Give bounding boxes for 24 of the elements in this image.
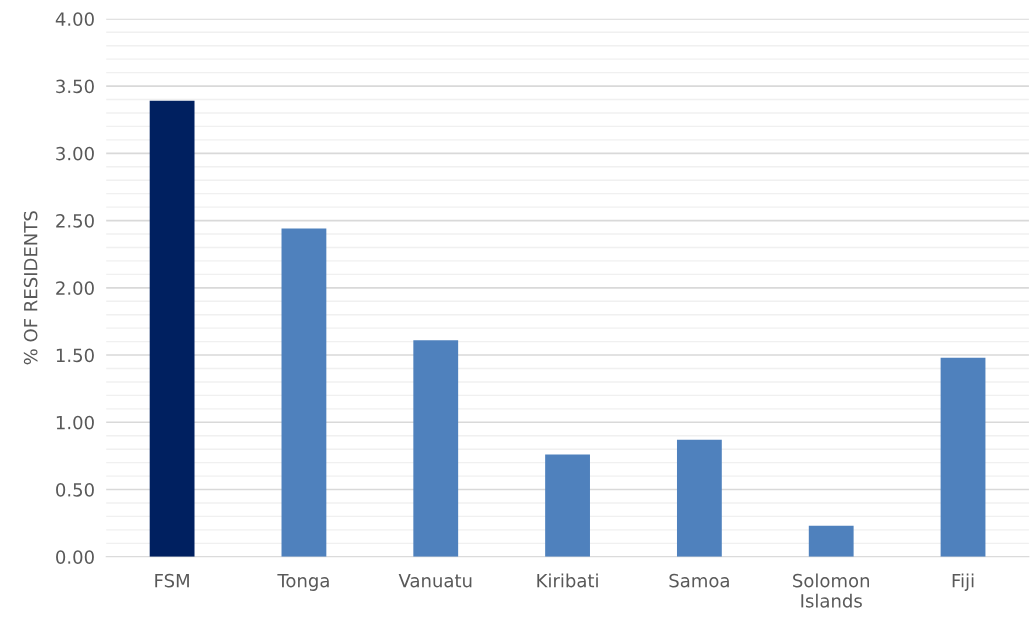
y-tick-label: 2.00 — [56, 281, 94, 295]
bar — [808, 525, 854, 557]
bar — [413, 340, 459, 557]
x-tick-label: FSM — [155, 573, 189, 588]
x-tick-label: Tonga — [277, 574, 329, 591]
x-tick-label: Kiribati — [537, 573, 598, 588]
x-tick-label: Fiji — [952, 573, 974, 591]
x-tick-label: Samoa — [669, 573, 729, 588]
bar — [545, 454, 590, 557]
y-tick-label: 1.00 — [56, 415, 94, 430]
y-tick-label: 2.50 — [56, 214, 94, 228]
y-tick-label: 3.00 — [56, 146, 94, 161]
x-tick-label: Vanuatu — [398, 574, 472, 588]
bar — [281, 228, 327, 557]
bar — [940, 357, 986, 557]
text: 0.00 — [56, 550, 94, 564]
y-tick-label: 3.50 — [56, 79, 94, 94]
y-axis-title: % OF RESIDENTS — [23, 211, 38, 365]
bar — [149, 100, 195, 557]
y-tick-label: 4.00 — [55, 12, 94, 26]
bar — [676, 439, 722, 557]
y-tick-label: 1.50 — [56, 348, 94, 363]
y-tick-label: 0.50 — [56, 482, 94, 497]
x-tick-label: Solomon Islands — [793, 573, 869, 608]
